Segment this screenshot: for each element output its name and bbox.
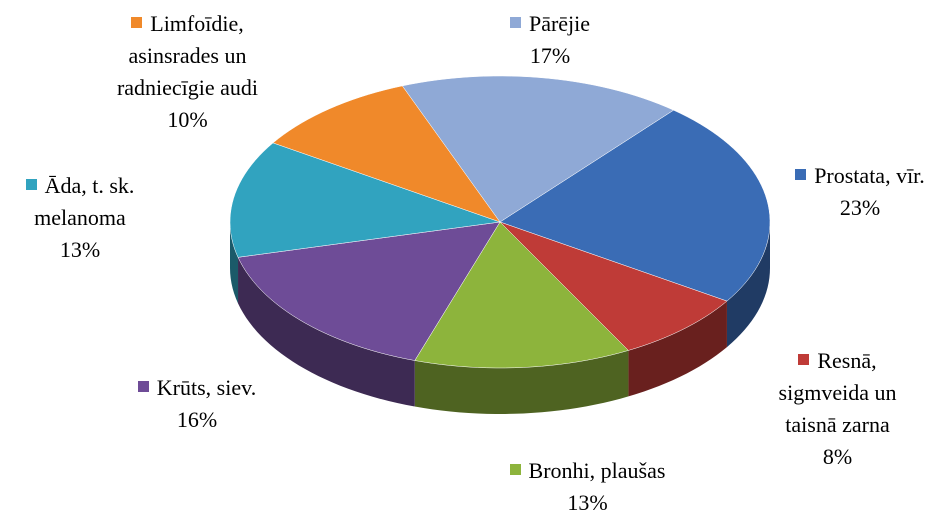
slice-side [230, 222, 239, 304]
percent-label: 13% [59, 237, 101, 262]
percent-label: 17% [529, 43, 571, 68]
slice [414, 221, 629, 369]
category-label: Bronhi, plaušas [528, 458, 666, 483]
legend-swatch [509, 17, 521, 28]
category-label: Pārējie [528, 11, 591, 36]
data-label: Āda, t. sk. melanoma 13% [5, 170, 155, 266]
data-label: Pārējie 17% [480, 8, 620, 72]
category-label: Limfoīdie, asinsrades un radniecīgie aud… [116, 11, 259, 100]
slice-side [414, 350, 629, 414]
data-label: Prostata, vīr. 23% [775, 160, 945, 224]
legend-swatch [795, 169, 807, 180]
category-label: Krūts, siev. [156, 375, 257, 400]
percent-label: 8% [822, 444, 853, 469]
legend-swatch [131, 17, 143, 28]
percent-label: 10% [167, 107, 208, 132]
slice-side [628, 301, 727, 397]
slice [401, 75, 675, 223]
data-label: Krūts, siev. 16% [122, 372, 272, 436]
legend-swatch [137, 381, 149, 392]
slice-side [726, 222, 770, 348]
slice [237, 221, 501, 361]
data-label: Bronhi, plaušas 13% [480, 455, 695, 513]
category-label: Resnā, sigmveida un taisnā zarna [778, 348, 897, 437]
data-label: Limfoīdie, asinsrades un radniecīgie aud… [95, 8, 280, 136]
percent-label: 23% [839, 195, 881, 220]
slice [229, 142, 501, 258]
data-label: Resnā, sigmveida un taisnā zarna 8% [755, 345, 920, 473]
slice [499, 109, 771, 302]
percent-label: 16% [176, 407, 218, 432]
slice [272, 85, 501, 223]
category-label: Prostata, vīr. [814, 163, 925, 188]
percent-label: 13% [567, 490, 608, 513]
category-label: Āda, t. sk. melanoma [34, 173, 135, 230]
legend-swatch [25, 179, 37, 190]
legend-swatch [509, 464, 521, 475]
slice-side [238, 257, 415, 407]
legend-swatch [798, 354, 810, 365]
slice [499, 221, 728, 351]
